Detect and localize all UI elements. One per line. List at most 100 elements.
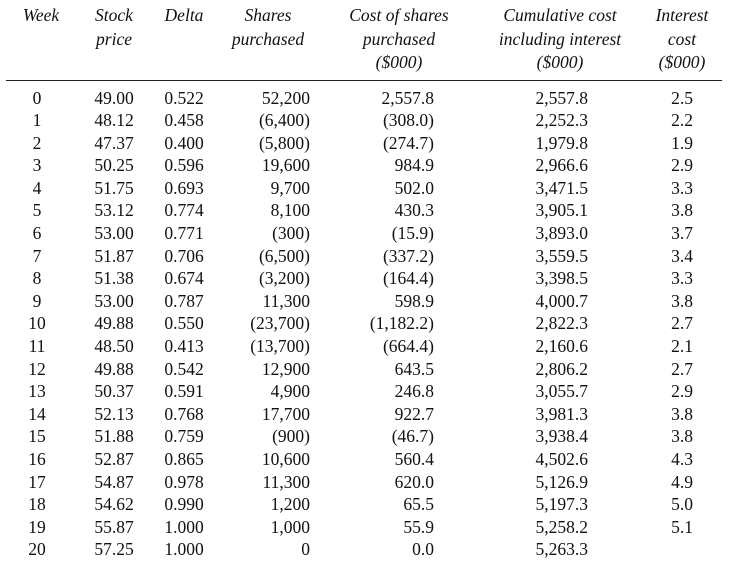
cumulative-cost-cell: 3,981.3 <box>535 403 589 424</box>
cumulative-cost-cell: 3,559.5 <box>535 245 589 266</box>
table-row: 0 49.00 0.522 52,200 2,557.8 2,557.8 2.5 <box>6 80 722 109</box>
interest-cost-header-line: ($000) <box>658 52 706 72</box>
stock-price-header-line: price <box>96 28 132 49</box>
interest-cost-cell: 2.2 <box>671 110 693 131</box>
cumulative-cost-header-line: including interest <box>498 28 622 49</box>
cost-of-shares-header-line: Cost of shares <box>349 5 449 25</box>
delta-header: Delta <box>152 4 216 81</box>
delta-cell: 0.768 <box>164 403 204 424</box>
cumulative-cost-cell: 5,126.9 <box>535 471 589 492</box>
cost-of-shares-cell: (15.9) <box>391 223 434 244</box>
cumulative-cost-cell: 4,000.7 <box>535 290 589 311</box>
stock-price-cell: 49.00 <box>94 87 134 108</box>
delta-cell: 0.865 <box>164 449 204 469</box>
stock-price-cell: 54.62 <box>94 494 134 515</box>
shares-purchased-header-line: purchased <box>231 28 305 49</box>
shares-purchased-cell: 9,700 <box>270 177 310 198</box>
interest-cost-cell: 2.1 <box>671 336 693 357</box>
stock-price-cell: 53.00 <box>94 223 134 244</box>
interest-cost-cell: 3.3 <box>671 177 693 198</box>
cumulative-cost-header-line: Cumulative cost <box>503 5 617 25</box>
stock-price-cell: 48.50 <box>94 336 134 357</box>
table-row: 6 53.00 0.771 (300) (15.9) 3,893.0 3.7 <box>6 222 722 245</box>
delta-cell: 0.458 <box>164 110 204 131</box>
stock-price-cell: 51.38 <box>94 268 134 289</box>
shares-purchased-cell: 10,600 <box>261 449 310 469</box>
delta-cell: 0.542 <box>164 358 204 379</box>
shares-purchased-cell: (900) <box>272 426 310 447</box>
cost-of-shares-cell: (308.0) <box>382 110 434 131</box>
delta-cell: 0.774 <box>164 200 204 221</box>
interest-cost-cell: 3.8 <box>671 290 693 311</box>
cumulative-cost-cell: 2,806.2 <box>535 358 589 379</box>
shares-purchased-cell: 4,900 <box>270 381 310 402</box>
week-cell: 10 <box>28 313 46 334</box>
week-cell: 4 <box>32 177 42 198</box>
cumulative-cost-cell: 3,471.5 <box>535 177 589 198</box>
stock-price-cell: 57.25 <box>94 539 134 560</box>
delta-header-line: Delta <box>164 5 204 25</box>
shares-purchased-header: Shares purchased <box>216 4 320 81</box>
table-row: 11 48.50 0.413 (13,700) (664.4) 2,160.6 2.1 <box>6 335 722 358</box>
cost-of-shares-cell: 502.0 <box>394 177 434 198</box>
cost-of-shares-cell: 560.4 <box>394 449 434 469</box>
cumulative-cost-cell: 5,258.2 <box>535 516 589 537</box>
interest-cost-cell: 5.1 <box>671 516 693 537</box>
cost-of-shares-header-line: purchased <box>362 28 436 49</box>
delta-cell: 0.550 <box>164 313 204 334</box>
interest-cost-cell: 2.9 <box>671 155 693 176</box>
cumulative-cost-cell: 3,055.7 <box>535 381 589 402</box>
table-row: 18 54.62 0.990 1,200 65.5 5,197.3 5.0 <box>6 493 722 516</box>
shares-purchased-header-line: Shares <box>244 5 292 25</box>
cost-of-shares-cell: 65.5 <box>403 494 434 515</box>
stock-price-cell: 53.12 <box>94 200 134 221</box>
cumulative-cost-cell: 3,398.5 <box>535 268 589 289</box>
stock-price-header-line: Stock <box>95 5 133 25</box>
cost-of-shares-cell: 598.9 <box>394 290 434 311</box>
week-header: Week <box>6 4 76 81</box>
cost-of-shares-cell: 2,557.8 <box>381 87 435 108</box>
cumulative-cost-cell: 5,197.3 <box>535 494 589 515</box>
week-cell: 14 <box>28 403 46 424</box>
stock-price-cell: 51.88 <box>94 426 134 447</box>
stock-price-cell: 50.37 <box>94 381 134 402</box>
delta-cell: 1.000 <box>164 516 204 537</box>
delta-cell: 0.674 <box>164 268 204 289</box>
week-cell: 1 <box>32 110 42 131</box>
week-cell: 13 <box>28 381 46 402</box>
interest-cost-cell: 3.3 <box>671 268 693 289</box>
interest-cost-cell: 3.8 <box>671 200 693 221</box>
delta-cell: 0.787 <box>164 290 204 311</box>
cost-of-shares-cell: (274.7) <box>382 132 434 153</box>
stock-price-cell: 49.88 <box>94 313 134 334</box>
week-cell: 8 <box>32 268 42 289</box>
cumulative-cost-cell: 2,160.6 <box>535 336 589 357</box>
stock-price-cell: 52.87 <box>94 449 134 469</box>
table-row: 2 47.37 0.400 (5,800) (274.7) 1,979.8 1.9 <box>6 132 722 155</box>
week-cell: 18 <box>28 494 46 515</box>
table-row: 1 48.12 0.458 (6,400) (308.0) 2,252.3 2.2 <box>6 109 722 132</box>
interest-cost-cell: 3.8 <box>671 403 693 424</box>
cumulative-cost-cell: 1,979.8 <box>535 132 589 153</box>
shares-purchased-cell: 1,000 <box>270 516 310 537</box>
cost-of-shares-cell: 246.8 <box>394 381 434 402</box>
week-cell: 2 <box>32 132 42 153</box>
interest-cost-header-line: cost <box>667 28 697 49</box>
shares-purchased-cell: (13,700) <box>250 336 310 357</box>
table-row: 20 57.25 1.000 0 0.0 5,263.3 <box>6 538 722 561</box>
week-cell: 12 <box>28 358 46 379</box>
week-cell: 5 <box>32 200 42 221</box>
shares-purchased-cell: 52,200 <box>261 87 310 108</box>
table-row: 8 51.38 0.674 (3,200) (164.4) 3,398.5 3.3 <box>6 267 722 290</box>
cost-of-shares-cell: (46.7) <box>391 426 434 447</box>
delta-cell: 0.596 <box>164 155 204 176</box>
delta-cell: 0.771 <box>164 223 204 244</box>
week-cell: 3 <box>32 155 42 176</box>
table-row: 5 53.12 0.774 8,100 430.3 3,905.1 3.8 <box>6 199 722 222</box>
stock-price-cell: 48.12 <box>94 110 134 131</box>
table-row: 14 52.13 0.768 17,700 922.7 3,981.3 3.8 <box>6 403 722 426</box>
cumulative-cost-cell: 2,252.3 <box>535 110 589 131</box>
shares-purchased-cell: (5,800) <box>258 132 310 153</box>
stock-price-cell: 47.37 <box>94 132 134 153</box>
